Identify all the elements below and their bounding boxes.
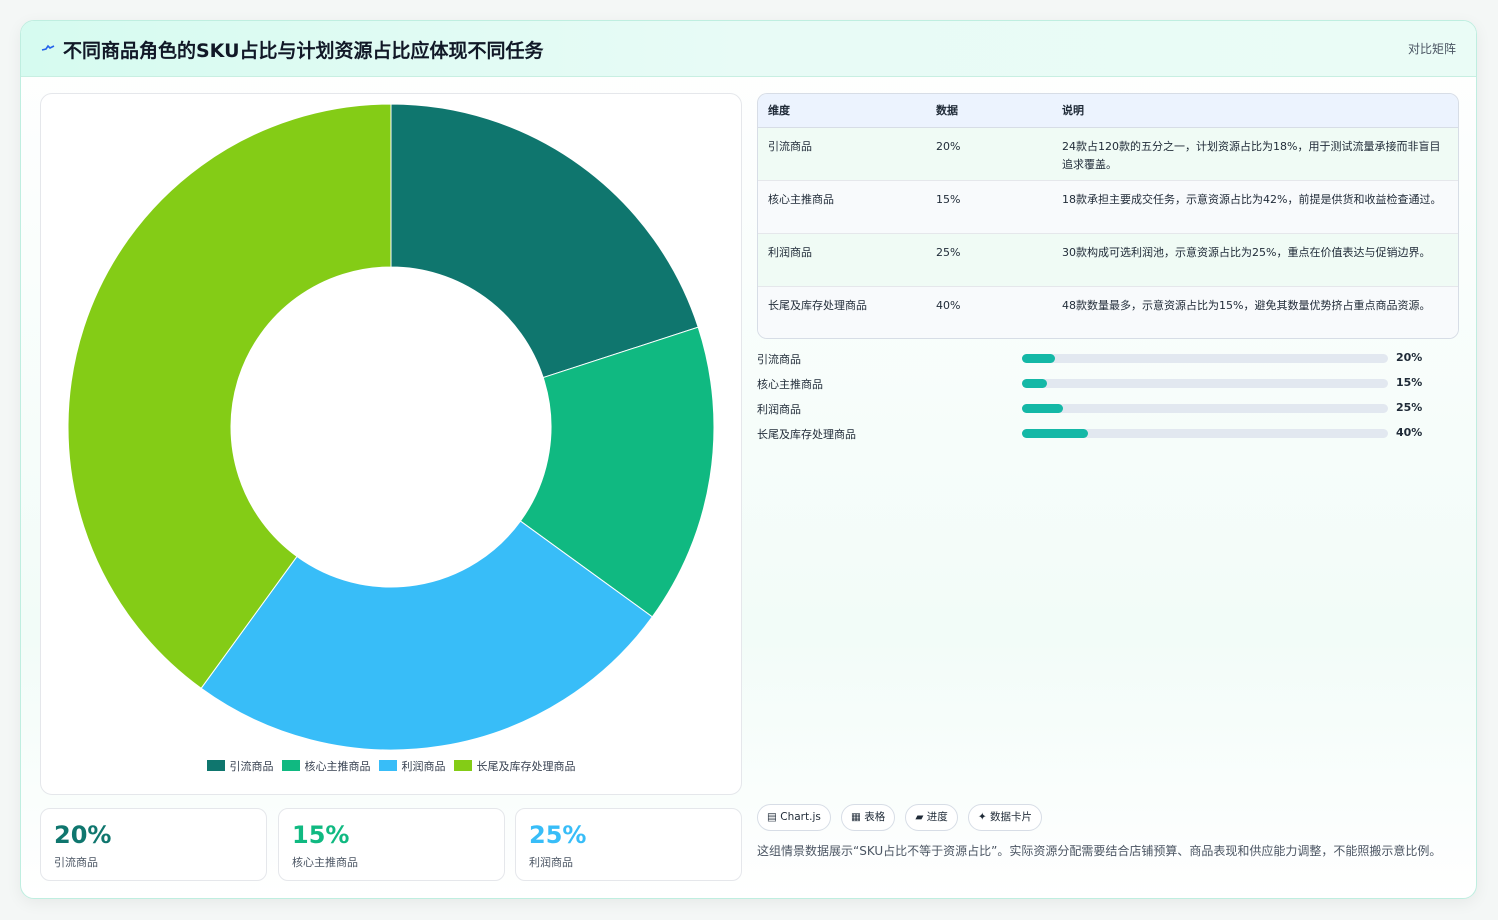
kpi-label: 利润商品 (529, 856, 573, 869)
chart-legend: 引流商品 核心主推商品 利润商品 长尾及库存处理商品 (41, 758, 741, 774)
page-title: 不同商品角色的SKU占比与计划资源占比应体现不同任务 (63, 40, 544, 62)
progress-fill (1022, 429, 1088, 438)
progress-value: 15% (1396, 376, 1423, 389)
chip-chartjs[interactable]: ▤ Chart.js (757, 804, 831, 831)
progress-fill (1022, 404, 1064, 413)
table-icon: ▦ (850, 811, 861, 823)
cell-dimension: 引流商品 (758, 127, 926, 181)
progress-fill (1022, 354, 1055, 363)
legend-item[interactable]: 引流商品 (206, 758, 274, 774)
card-header: 不同商品角色的SKU占比与计划资源占比应体现不同任务 对比矩阵 (21, 21, 1476, 77)
cell-description: 30款构成可选利润池，示意资源占比为25%，重点在价值表达与促销边界。 (1052, 233, 1458, 287)
progress-value: 20% (1396, 351, 1423, 364)
comparison-table: 维度 数据 说明 引流商品 20% 24款占120款的五分之一，计划资源占比为1… (757, 93, 1459, 339)
doughnut-chart (67, 103, 715, 751)
cell-dimension: 利润商品 (758, 233, 926, 287)
cell-description: 18款承担主要成交任务，示意资源占比为42%，前提是供货和收益检查通过。 (1052, 180, 1458, 234)
progress-row: 利润商品 25% (757, 399, 1459, 424)
footnote: 这组情景数据展示“SKU占比不等于资源占比”。实际资源分配需要结合店铺预算、商品… (757, 844, 1442, 858)
donut-slice-2[interactable] (519, 326, 715, 618)
chip-label: Chart.js (780, 811, 821, 823)
feature-chips: ▤ Chart.js ▦ 表格 ▰ 进度 ✦ 数据卡片 (757, 804, 1047, 831)
legend-swatch (378, 760, 397, 771)
cell-data: 20% (926, 127, 1052, 181)
table-row: 引流商品 20% 24款占120款的五分之一，计划资源占比为18%，用于测试流量… (758, 127, 1458, 181)
progress-value: 25% (1396, 401, 1423, 414)
donut-slice-4[interactable] (67, 103, 392, 690)
kpi-value: 20% (54, 821, 112, 849)
progress-row: 引流商品 20% (757, 349, 1459, 374)
chip-progress[interactable]: ▰ 进度 (905, 804, 958, 831)
column-header-description: 说明 (1052, 94, 1458, 128)
cell-description: 48款数量最多，示意资源占比为15%，避免其数量优势挤占重点商品资源。 (1062, 298, 1431, 312)
cell-dimension: 长尾及库存处理商品 (768, 298, 867, 312)
progress-value: 40% (1396, 426, 1423, 439)
cell-dimension: 核心主推商品 (758, 180, 926, 234)
column-header-dimension: 维度 (758, 94, 926, 128)
legend-label: 长尾及库存处理商品 (476, 760, 576, 773)
cell-data: 40% (936, 298, 961, 312)
progress-list: 引流商品 20% 核心主推商品 15% 利润商品 25% 长尾及库存处理商品 4… (757, 349, 1459, 449)
progress-track (1022, 429, 1388, 438)
progress-track (1022, 404, 1388, 413)
chart-icon: ▤ (767, 811, 777, 823)
progress-label: 长尾及库存处理商品 (757, 428, 856, 441)
kpi-label: 引流商品 (54, 856, 98, 869)
kpi-card-profit: 25% 利润商品 (515, 808, 742, 881)
cell-description: 24款占120款的五分之一，计划资源占比为18%，用于测试流量承接而非盲目追求覆… (1052, 127, 1458, 181)
legend-swatch (453, 760, 472, 771)
chip-data-card[interactable]: ✦ 数据卡片 (967, 804, 1042, 831)
kpi-value: 15% (292, 821, 350, 849)
legend-label: 利润商品 (401, 760, 446, 773)
chip-label: 表格 (864, 811, 886, 823)
chip-label: 数据卡片 (989, 811, 1032, 823)
table-header-row: 维度 数据 说明 (758, 94, 1458, 128)
pulse-icon (41, 44, 55, 51)
donut-slice-3[interactable] (200, 520, 654, 751)
sparkle-icon: ✦ (977, 811, 987, 823)
table-row: 长尾及库存处理商品 40% 48款数量最多，示意资源占比为15%，避免其数量优势… (758, 286, 1458, 338)
kpi-value: 25% (529, 821, 587, 849)
chip-label: 进度 (926, 811, 948, 823)
legend-item[interactable]: 核心主推商品 (281, 758, 371, 774)
kpi-card-core: 15% 核心主推商品 (278, 808, 505, 881)
table-row: 核心主推商品 15% 18款承担主要成交任务，示意资源占比为42%，前提是供货和… (758, 180, 1458, 234)
legend-item[interactable]: 利润商品 (378, 758, 446, 774)
kpi-card-traffic: 20% 引流商品 (40, 808, 267, 881)
legend-swatch (281, 760, 300, 771)
cell-data: 25% (926, 233, 1052, 287)
legend-swatch (206, 760, 225, 771)
table-row: 利润商品 25% 30款构成可选利润池，示意资源占比为25%，重点在价值表达与促… (758, 233, 1458, 287)
progress-label: 引流商品 (757, 353, 801, 366)
progress-row: 长尾及库存处理商品 40% (757, 424, 1459, 449)
legend-item[interactable]: 长尾及库存处理商品 (453, 758, 576, 774)
doughnut-chart-panel: 引流商品 核心主推商品 利润商品 长尾及库存处理商品 (40, 93, 742, 795)
chip-table[interactable]: ▦ 表格 (840, 804, 896, 831)
progress-icon: ▰ (915, 811, 924, 823)
comparison-card: 不同商品角色的SKU占比与计划资源占比应体现不同任务 对比矩阵 引流商品 核心主推… (20, 20, 1477, 899)
progress-label: 利润商品 (757, 403, 801, 416)
progress-fill (1022, 379, 1047, 388)
progress-label: 核心主推商品 (757, 378, 823, 391)
column-header-data: 数据 (926, 94, 1052, 128)
cell-data: 15% (926, 180, 1052, 234)
legend-label: 核心主推商品 (304, 760, 371, 773)
progress-track (1022, 354, 1388, 363)
progress-track (1022, 379, 1388, 388)
legend-label: 引流商品 (229, 760, 274, 773)
kpi-label: 核心主推商品 (292, 856, 358, 869)
donut-slice-1[interactable] (390, 103, 699, 379)
progress-row: 核心主推商品 15% (757, 374, 1459, 399)
header-tag: 对比矩阵 (1407, 42, 1456, 56)
